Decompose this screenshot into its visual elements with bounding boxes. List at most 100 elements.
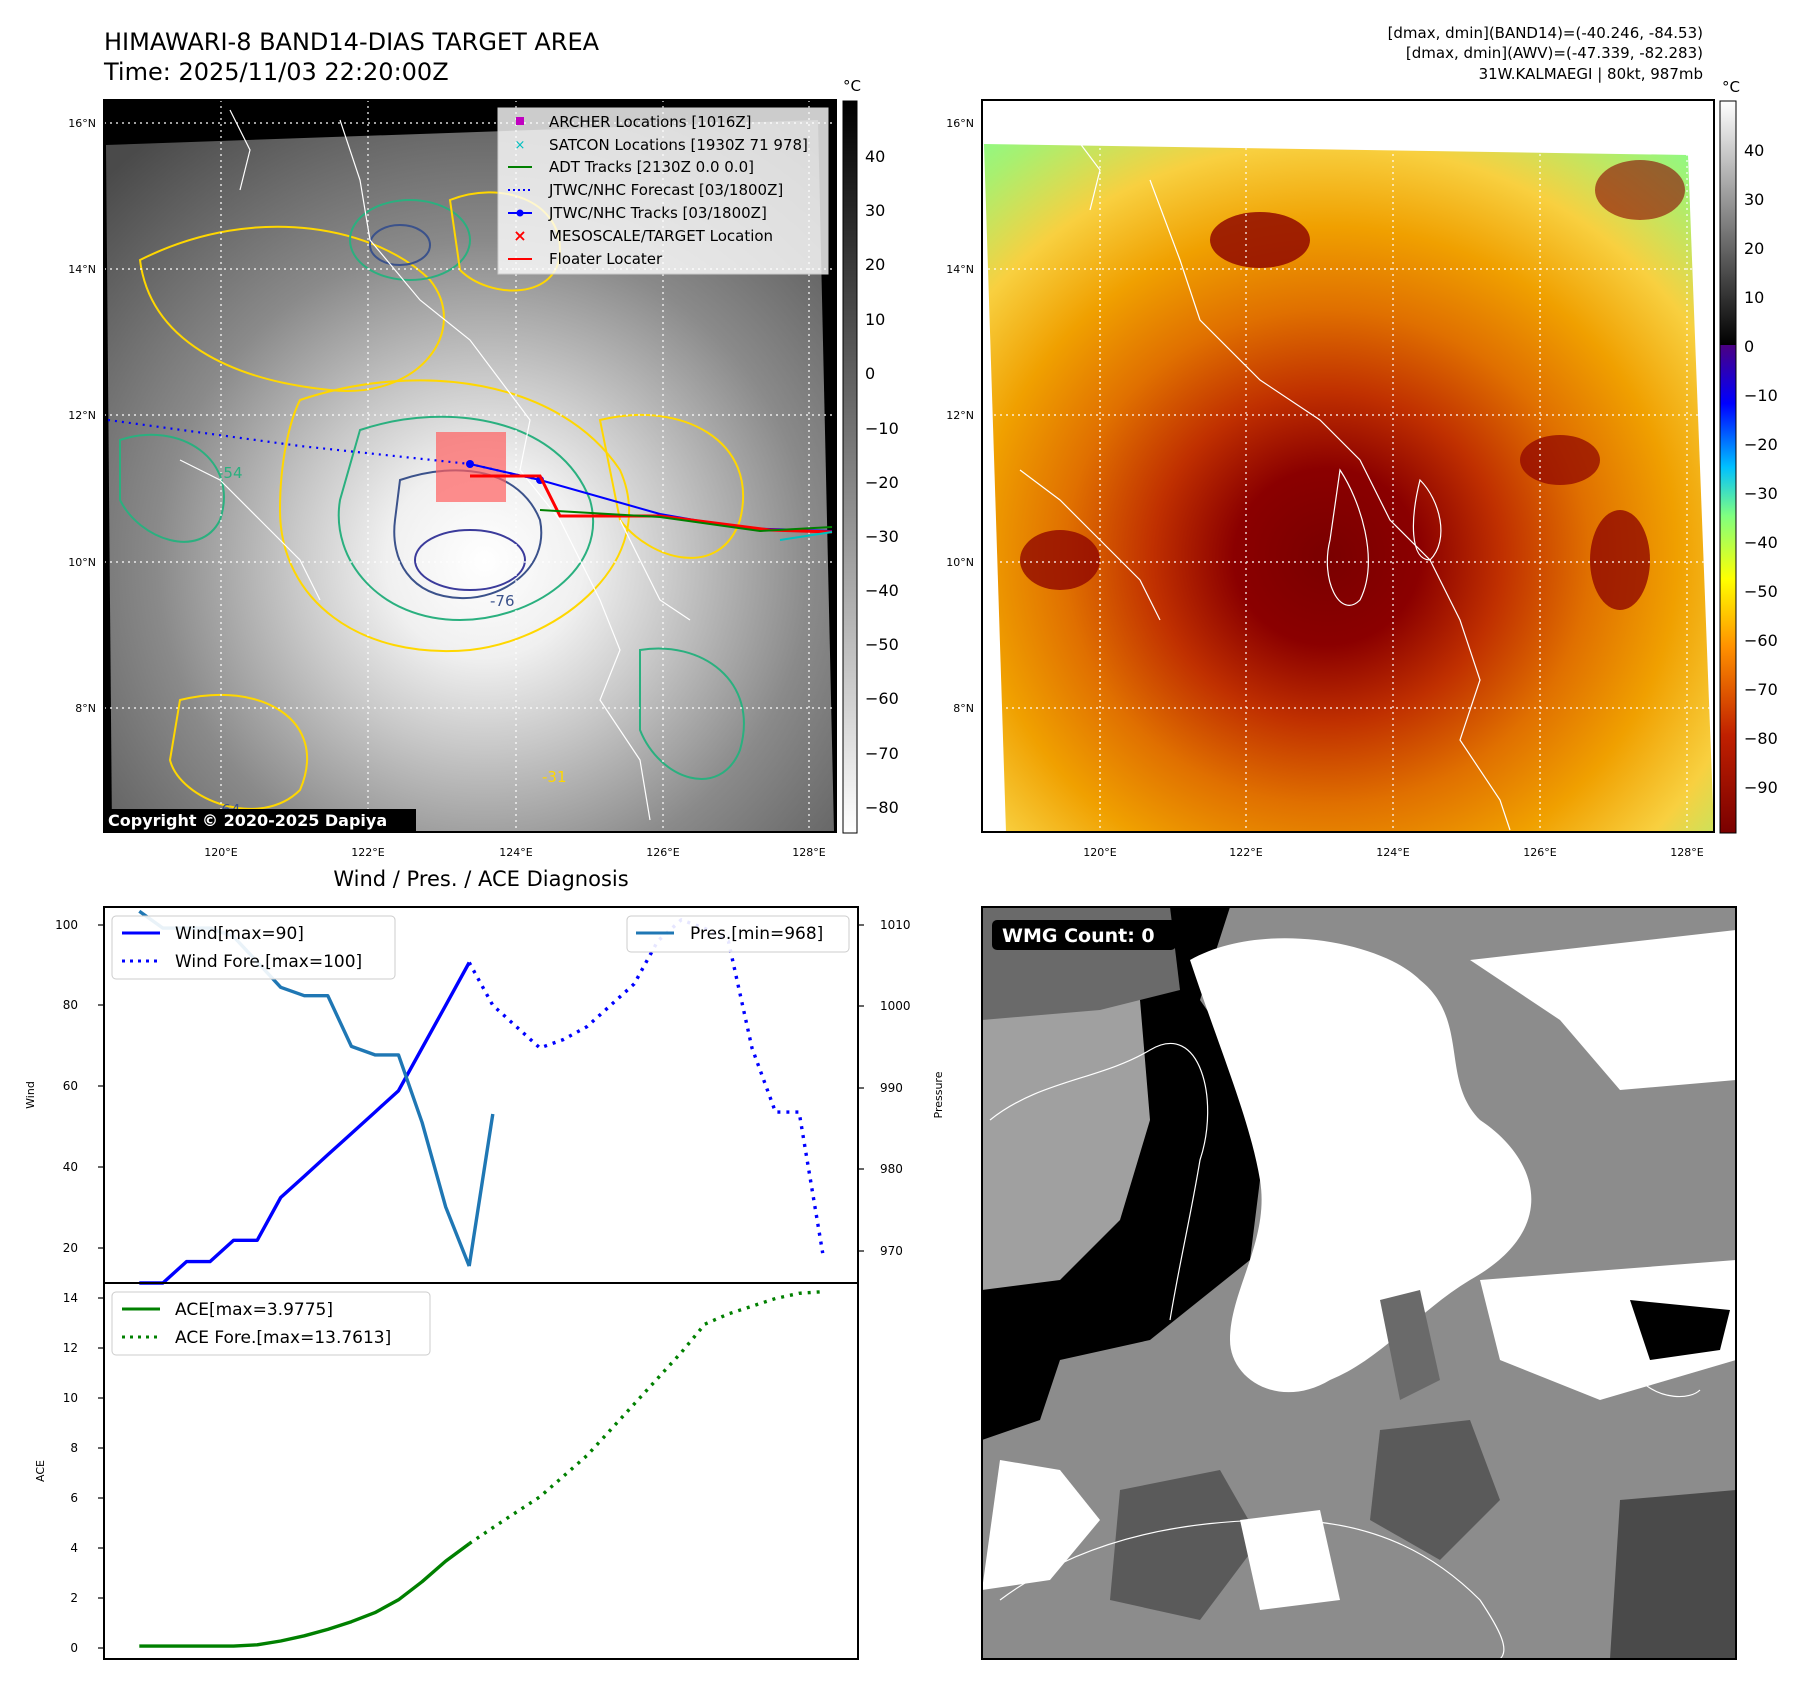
series-line-ace — [139, 1542, 471, 1648]
wind-tick: 60 — [63, 1079, 78, 1093]
ace-legend: ACE[max=3.9775] ACE Fore.[max=13.7613] — [111, 1291, 431, 1356]
wind-tick: 100 — [55, 918, 78, 932]
gray-colorbar: °C 40 30 20 10 0 −10 −20 −30 −40 −50 −60… — [842, 77, 899, 834]
colorbar-tick: 30 — [1744, 190, 1764, 209]
color-colorbar: °C 40 30 20 10 0 −10 −20 −30 −40 −50 −60… — [1719, 78, 1778, 834]
lon-label: 126°E — [646, 846, 679, 859]
colorbar-tick: −60 — [1744, 631, 1778, 650]
ace-legend-label: ACE[max=3.9775] — [175, 1300, 333, 1320]
left-map-frame — [103, 99, 837, 833]
wind-legend-label: Wind[max=90] — [175, 924, 304, 944]
wind-tick: 80 — [63, 998, 78, 1012]
figure-title: HIMAWARI-8 BAND14-DIAS TARGET AREA — [104, 28, 600, 56]
series-line-wind — [139, 961, 471, 1285]
colorbar-tick: −40 — [1744, 533, 1778, 552]
ace-tick: 4 — [70, 1541, 78, 1555]
lat-label: 10°N — [946, 556, 974, 569]
colorbar-tick: −80 — [865, 798, 899, 817]
stats-awv: [dmax, dmin](AWV)=(-47.339, -82.283) — [1405, 44, 1703, 62]
satcon-marker: × — [515, 138, 526, 153]
wmg-count-label: WMG Count: 0 — [1002, 925, 1155, 947]
copyright-text: Copyright © 2020-2025 Dapiya — [108, 811, 387, 830]
ace-tick-marks — [98, 1297, 104, 1649]
colorbar-tick: 20 — [865, 255, 885, 274]
lon-label: 128°E — [792, 846, 825, 859]
lon-label: 126°E — [1523, 846, 1556, 859]
pressure-tick: 970 — [880, 1244, 903, 1258]
left-map-lat-labels: 16°N 14°N 12°N 10°N 8°N — [68, 117, 96, 715]
colorbar-tick: −70 — [865, 744, 899, 763]
ace-tick: 0 — [70, 1641, 78, 1655]
pressure-tick: 990 — [880, 1081, 903, 1095]
colorbar-unit: °C — [843, 77, 861, 95]
legend-label: Floater Locater — [549, 250, 663, 268]
lon-label: 124°E — [1376, 846, 1409, 859]
pressure-legend: Pres.[min=968] — [626, 915, 850, 953]
colorbar-tick: −50 — [865, 635, 899, 654]
ace-ticks: 14 12 10 8 6 4 2 0 — [63, 1291, 78, 1655]
colorbar-tick: −90 — [1744, 778, 1778, 797]
colorbar-tick: −70 — [1744, 680, 1778, 699]
ace-tick: 2 — [70, 1591, 78, 1605]
colorbar-tick: 30 — [865, 201, 885, 220]
lon-label: 122°E — [1229, 846, 1262, 859]
series-line-wind-fore- — [467, 918, 825, 1254]
lat-label: 12°N — [946, 409, 974, 422]
legend-label: MESOSCALE/TARGET Location — [549, 227, 773, 245]
colorbar-tick: −30 — [865, 527, 899, 546]
colorbar-tick: −20 — [865, 473, 899, 492]
right-map-lat-labels: 16°N 14°N 12°N 10°N 8°N — [946, 117, 974, 715]
ace-tick: 6 — [70, 1491, 78, 1505]
wind-tick-marks — [98, 924, 864, 1252]
colorbar-tick: −80 — [1744, 729, 1778, 748]
map-legend: × × ARCHER Locations [1016Z] SATCON Loca… — [497, 107, 829, 275]
ir-color-map — [982, 100, 1714, 832]
legend-label: ARCHER Locations [1016Z] — [549, 113, 752, 131]
colorbar-tick: −40 — [865, 581, 899, 600]
copyright-badge — [104, 809, 416, 832]
colorbar-tick: 10 — [865, 310, 885, 329]
right-map-frame — [981, 99, 1715, 833]
colorbar-tick: 40 — [1744, 141, 1764, 160]
lon-label: 128°E — [1670, 846, 1703, 859]
contour-label: -31 — [542, 768, 567, 786]
colorbar-tick: 0 — [1744, 337, 1754, 356]
lat-label: 8°N — [75, 702, 96, 715]
left-map-lon-labels: 120°E 122°E 124°E 126°E 128°E — [204, 846, 825, 859]
wind-axis-title: Wind — [24, 1081, 37, 1109]
colorbar-tick: −50 — [1744, 582, 1778, 601]
right-map-lon-labels: 120°E 122°E 124°E 126°E 128°E — [1083, 846, 1703, 859]
lat-label: 8°N — [953, 702, 974, 715]
target-marker: × — [513, 226, 526, 245]
lat-label: 16°N — [68, 117, 96, 130]
lon-label: 122°E — [351, 846, 384, 859]
pressure-ticks: 1010 1000 990 980 970 — [880, 918, 911, 1258]
ace-plot — [103, 1282, 859, 1660]
legend-label: SATCON Locations [1930Z 71 978] — [549, 136, 808, 154]
colorbar-tick: −10 — [865, 419, 899, 438]
wind-tick: 40 — [63, 1160, 78, 1174]
contour-label: -76 — [490, 592, 515, 610]
archer-marker — [516, 117, 524, 125]
legend-label: ADT Tracks [2130Z 0.0 0.0] — [549, 158, 754, 176]
colorbar-unit: °C — [1722, 78, 1740, 96]
colorbar-tick: 20 — [1744, 239, 1764, 258]
wind-legend: Wind[max=90] Wind Fore.[max=100] — [111, 915, 396, 980]
colorbar-tick: 10 — [1744, 288, 1764, 307]
wind-fore-legend-label: Wind Fore.[max=100] — [175, 952, 362, 972]
lon-label: 120°E — [1083, 846, 1116, 859]
ace-tick: 10 — [63, 1391, 78, 1405]
colorbar-tick: −30 — [1744, 484, 1778, 503]
colorbar-tick: 0 — [865, 364, 875, 383]
legend-label: JTWC/NHC Tracks [03/1800Z] — [548, 204, 767, 222]
colorbar-tick: −10 — [1744, 386, 1778, 405]
lat-label: 14°N — [946, 263, 974, 276]
colorbar-tick: −60 — [865, 689, 899, 708]
ace-axis-title: ACE — [34, 1460, 47, 1482]
wind-ticks: 100 80 60 40 20 — [55, 918, 78, 1255]
figure-time: Time: 2025/11/03 22:20:00Z — [104, 58, 449, 86]
wmg-panel: WMG Count: 0 — [981, 906, 1737, 1660]
lon-label: 124°E — [499, 846, 532, 859]
pressure-legend-label: Pres.[min=968] — [690, 924, 823, 944]
